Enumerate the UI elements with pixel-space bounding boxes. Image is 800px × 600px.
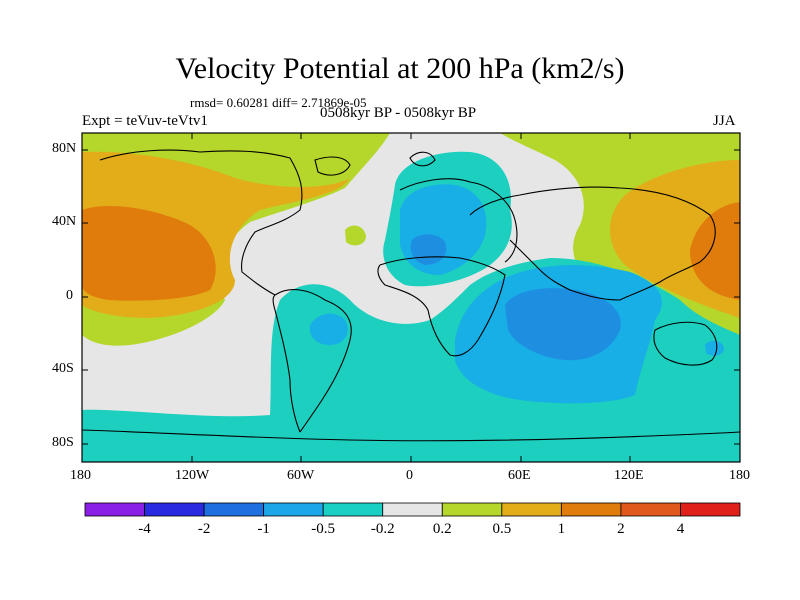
lon-label-120w: 120W bbox=[175, 468, 210, 483]
colorbar-label: -0.2 bbox=[370, 521, 395, 537]
colorbar-label: 2 bbox=[617, 521, 625, 537]
colorbar-label: -2 bbox=[197, 521, 211, 537]
field-pos-0.2 bbox=[345, 225, 366, 246]
coastlines bbox=[82, 149, 740, 442]
lon-label-60w: 60W bbox=[287, 468, 315, 483]
colorbar-label: -1 bbox=[257, 521, 270, 537]
colorbar-box bbox=[441, 502, 503, 517]
colorbar-box bbox=[620, 502, 681, 517]
map-title: Velocity Potential at 200 hPa (km2/s) bbox=[175, 52, 625, 85]
colorbar-box bbox=[382, 502, 443, 517]
colorbar bbox=[84, 502, 741, 517]
lon-label-60e: 60E bbox=[508, 468, 531, 483]
stats-text: rmsd= 0.60281 diff= 2.71869e-05 bbox=[190, 95, 367, 110]
colorbar-box bbox=[144, 502, 205, 517]
experiment-label: Expt = teVuv-teVtv1 bbox=[82, 113, 208, 129]
colorbar-box bbox=[322, 502, 384, 517]
colorbar-box bbox=[501, 502, 562, 517]
lon-label-0: 0 bbox=[406, 468, 413, 483]
colorbar-box bbox=[203, 502, 265, 517]
colorbar-label: 0.2 bbox=[432, 521, 452, 537]
field-neg-0.5 bbox=[309, 313, 348, 345]
colorbar-box bbox=[263, 502, 324, 517]
lat-label-40s: 40S bbox=[52, 361, 74, 376]
period-label: 0508kyr BP - 0508kyr BP bbox=[320, 105, 477, 121]
season-label: JJA bbox=[713, 113, 736, 129]
lon-tick-marks bbox=[191, 133, 631, 462]
map-plot bbox=[82, 133, 740, 462]
field-neg-0.5 bbox=[705, 340, 724, 356]
colorbar-label: 4 bbox=[676, 521, 685, 537]
colorbar-box bbox=[84, 502, 145, 517]
colorbar-box bbox=[560, 502, 622, 517]
lon-label-180w: 180 bbox=[70, 468, 91, 483]
field-pos-1 bbox=[690, 202, 740, 300]
lat-label-0: 0 bbox=[66, 288, 73, 303]
lat-tick-marks bbox=[82, 149, 740, 445]
lon-label-120e: 120E bbox=[614, 468, 644, 483]
field-pos-1 bbox=[82, 205, 216, 301]
colorbar-label: 0.5 bbox=[492, 521, 512, 537]
lat-label-80s: 80S bbox=[52, 435, 74, 450]
lat-label-40n: 40N bbox=[52, 214, 77, 229]
colorbar-label: -4 bbox=[138, 521, 151, 537]
colorbar-label: -0.5 bbox=[311, 521, 336, 537]
lat-label-80n: 80N bbox=[52, 141, 77, 156]
field-neg-1 bbox=[505, 288, 621, 361]
colorbar-label: 1 bbox=[557, 521, 566, 537]
colorbar-box bbox=[680, 502, 741, 517]
lon-label-180e: 180 bbox=[729, 468, 750, 483]
